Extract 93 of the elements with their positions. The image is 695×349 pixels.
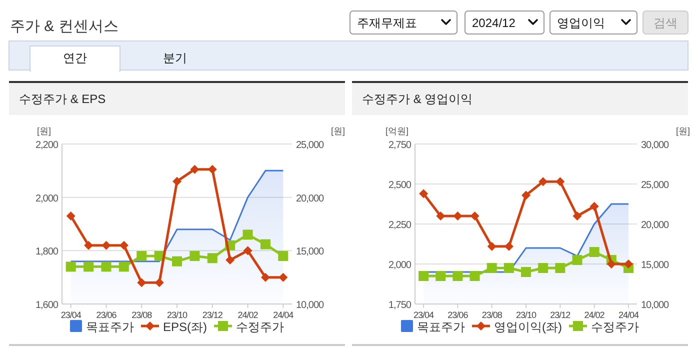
- x-tick-label: 24/04: [273, 310, 294, 320]
- point: [590, 202, 599, 211]
- x-tick-label: 23/06: [96, 310, 117, 320]
- point: [154, 278, 164, 288]
- point: [66, 212, 76, 220]
- point: [243, 246, 252, 256]
- point: [572, 212, 582, 220]
- point: [538, 263, 548, 273]
- point: [452, 271, 463, 281]
- text: 주재무제표: [357, 16, 417, 30]
- point: [555, 263, 566, 273]
- y2-tick-label: 10,000: [641, 300, 670, 311]
- chart-title: 수정주가 & 영업이익: [362, 92, 473, 106]
- y-tick-label: 2,200: [35, 140, 59, 151]
- point: [102, 240, 111, 250]
- y-tick-label: 2,000: [35, 193, 59, 204]
- point: [172, 176, 182, 186]
- y2-tick-label: 20,000: [296, 193, 325, 204]
- x-tick-label: 23/06: [448, 310, 468, 320]
- x-tick-label: 24/02: [238, 310, 258, 320]
- point: [190, 251, 200, 261]
- point: [118, 262, 129, 272]
- y2-axis-title: [원]: [330, 126, 346, 136]
- point: [136, 251, 147, 261]
- y2-tick-label: 15,000: [641, 260, 670, 271]
- y-tick-label: 1,750: [388, 300, 412, 311]
- point: [487, 242, 496, 251]
- point: [504, 263, 514, 273]
- x-tick-label: 23/08: [482, 310, 502, 320]
- point: [470, 271, 480, 281]
- point: [572, 255, 582, 265]
- y2-tick-label: 20,000: [641, 220, 670, 231]
- y2-tick-label: 10,000: [296, 300, 325, 311]
- x-tick-label: 23/10: [516, 310, 536, 320]
- point: [226, 256, 235, 264]
- point: [260, 239, 270, 250]
- point: [522, 190, 530, 200]
- x-tick-label: 23/12: [550, 310, 571, 320]
- point: [278, 272, 288, 282]
- point: [101, 262, 112, 272]
- y-tick-label: 1,800: [35, 246, 59, 258]
- x-tick-label: 24/04: [618, 310, 639, 320]
- point: [556, 177, 565, 186]
- point: [453, 212, 462, 220]
- x-tick-label: 23/08: [132, 310, 152, 320]
- point: [486, 263, 497, 273]
- x-tick-label: 23/04: [414, 310, 434, 320]
- text: 검색: [654, 16, 678, 30]
- legend-label: 목표주가: [86, 320, 134, 334]
- point: [278, 251, 288, 261]
- text: 연간: [63, 51, 87, 65]
- point: [208, 164, 217, 174]
- legend-label: 영업이익(좌): [494, 320, 562, 334]
- point: [190, 164, 200, 174]
- point: [207, 253, 218, 264]
- y-axis-title: [억원]: [385, 126, 409, 136]
- y-axis-title: [원]: [36, 126, 52, 136]
- x-tick-label: 24/02: [584, 310, 605, 320]
- point: [589, 247, 600, 257]
- y2-tick-label: 25,000: [296, 140, 325, 151]
- text: 영업이익: [557, 16, 605, 30]
- legend-label: 목표주가: [417, 320, 465, 334]
- y-tick-label: 2,750: [388, 140, 412, 151]
- y-tick-label: 1,600: [35, 300, 59, 311]
- y2-axis-title: [원]: [676, 126, 690, 136]
- y-tick-label: 2,000: [388, 260, 412, 271]
- y2-tick-label: 25,000: [641, 180, 670, 191]
- y2-tick-label: 15,000: [296, 246, 325, 258]
- point: [260, 272, 270, 282]
- y2-tick-label: 30,000: [641, 140, 670, 151]
- point: [137, 278, 146, 288]
- text: 분기: [163, 51, 187, 65]
- y-tick-label: 2,250: [388, 220, 412, 231]
- point: [436, 271, 446, 281]
- point: [242, 230, 253, 240]
- text: 주가 & 컨센서스: [10, 18, 118, 35]
- x-tick-label: 23/12: [202, 310, 223, 320]
- legend-label: EPS(좌): [162, 320, 208, 334]
- text: 2024/12: [472, 16, 516, 30]
- point: [172, 256, 182, 266]
- point: [606, 260, 616, 268]
- point: [66, 262, 76, 272]
- x-tick-label: 23/10: [166, 310, 188, 320]
- legend-label: 수정주가: [591, 320, 639, 334]
- y-tick-label: 2,500: [388, 180, 412, 191]
- legend-label: 수정주가: [236, 320, 284, 334]
- point: [418, 271, 429, 281]
- point: [84, 262, 94, 272]
- point: [521, 267, 531, 277]
- chart-title: 수정주가 & EPS: [19, 92, 106, 106]
- point: [419, 189, 428, 198]
- point: [470, 212, 480, 220]
- x-tick-label: 23/04: [60, 310, 82, 320]
